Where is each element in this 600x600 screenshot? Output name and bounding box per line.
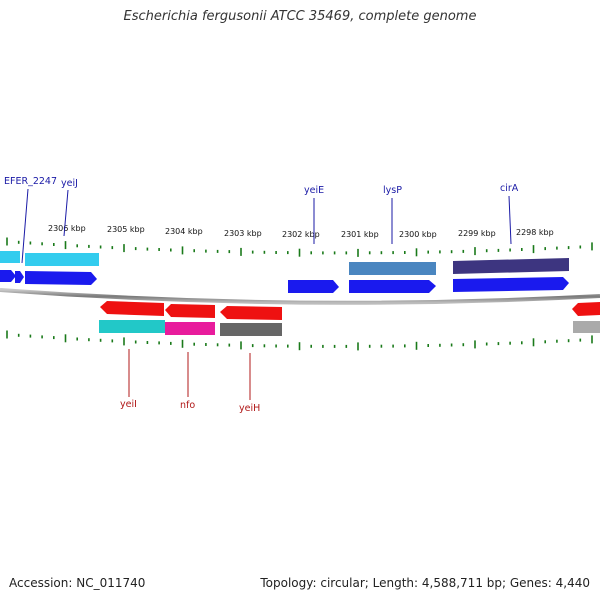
feature-bar-steelblue[interactable]	[349, 262, 436, 275]
gene-label-reverse[interactable]: nfo	[180, 400, 195, 411]
map-title: Escherichia fergusonii ATCC 35469, compl…	[123, 9, 477, 24]
gene-label-forward[interactable]: lysP	[383, 185, 402, 196]
gene-arrow-forward[interactable]	[288, 280, 339, 293]
gene-arrow-reverse[interactable]	[165, 304, 215, 318]
feature-bar-teal[interactable]	[99, 320, 165, 333]
accession-text: Accession: NC_011740	[9, 576, 146, 590]
reverse-gene-callouts: yeiI nfo yeiH	[120, 349, 260, 414]
gene-label-reverse[interactable]: yeiI	[120, 399, 137, 410]
callout-line	[21, 188, 29, 264]
gene-arrow-reverse[interactable]	[572, 302, 600, 316]
scale-labels: 2306 kbp 2305 kbp 2304 kbp 2303 kbp 2302…	[48, 224, 554, 239]
feature-bar-gray[interactable]	[573, 321, 600, 333]
scale-label: 2302 kbp	[282, 230, 320, 239]
feature-bar-cyan[interactable]	[0, 251, 20, 263]
scale-label: 2306 kbp	[48, 224, 86, 233]
gene-label-reverse[interactable]: yeiH	[239, 403, 260, 414]
feature-bar-cyan[interactable]	[25, 253, 99, 266]
gene-label-forward[interactable]: yeiE	[304, 185, 324, 196]
gene-arrow-forward[interactable]	[453, 277, 569, 292]
scale-label: 2301 kbp	[341, 230, 379, 239]
gene-label-forward[interactable]: cirA	[500, 183, 519, 194]
scale-label: 2298 kbp	[516, 228, 554, 237]
gene-label-forward[interactable]: yeiJ	[61, 178, 78, 189]
gene-arrow-forward[interactable]	[0, 270, 16, 282]
scale-label: 2303 kbp	[224, 229, 262, 238]
callout-line	[63, 189, 69, 237]
scale-ticks-bottom	[6, 330, 593, 351]
feature-bars-forward	[0, 251, 569, 275]
forward-gene-arrows	[0, 270, 569, 293]
feature-bar-gray[interactable]	[220, 323, 282, 336]
gene-arrow-reverse[interactable]	[220, 306, 282, 320]
feature-bar-darkslate[interactable]	[453, 258, 569, 274]
feature-bars-reverse	[99, 320, 600, 336]
gene-arrow-forward[interactable]	[25, 271, 97, 285]
callout-line	[508, 195, 512, 245]
gene-label-forward[interactable]: EFER_2247	[4, 176, 57, 187]
reverse-gene-arrows	[100, 301, 600, 320]
gene-arrow-forward[interactable]	[349, 280, 436, 293]
forward-gene-callouts: EFER_2247 yeiJ yeiE lysP cirA	[4, 176, 519, 264]
gene-arrow-reverse[interactable]	[100, 301, 164, 316]
feature-bar-magenta[interactable]	[165, 322, 215, 335]
gene-arrow-forward[interactable]	[15, 271, 24, 283]
scale-label: 2299 kbp	[458, 229, 496, 238]
scale-label: 2300 kbp	[399, 230, 437, 239]
scale-label: 2305 kbp	[107, 225, 145, 234]
genome-summary-text: Topology: circular; Length: 4,588,711 bp…	[260, 576, 590, 590]
scale-label: 2304 kbp	[165, 227, 203, 236]
scale-ticks-top	[6, 237, 593, 257]
genome-backbone	[0, 288, 600, 305]
